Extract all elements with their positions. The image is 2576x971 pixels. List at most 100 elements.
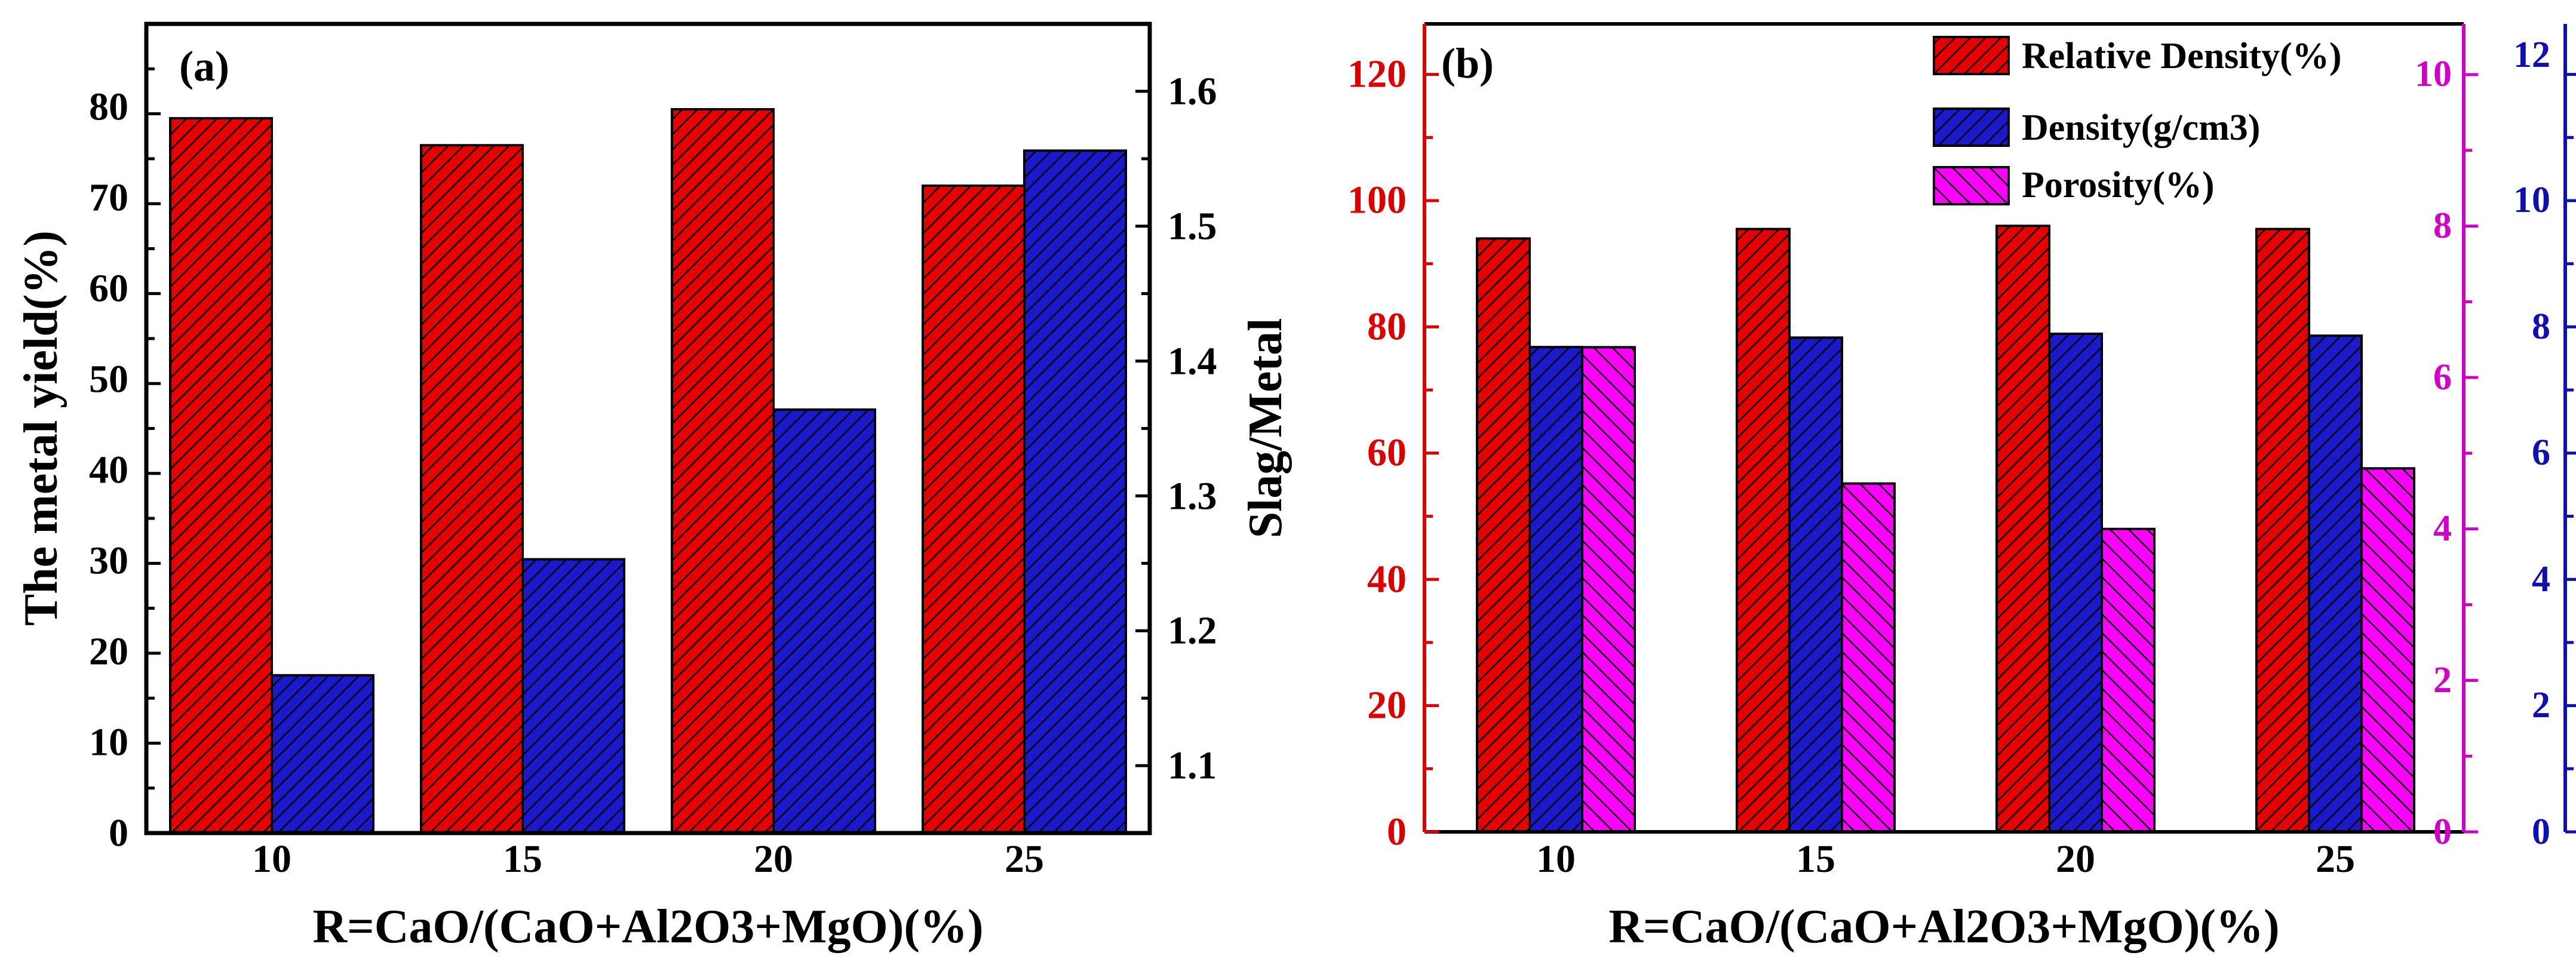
b-blue-tick: 10 xyxy=(2513,180,2550,220)
bar-slag-metal-10-hatch xyxy=(271,674,374,835)
a-left-tick: 40 xyxy=(89,448,128,492)
b-red-tick: 20 xyxy=(1367,684,1407,727)
bar-density-10-hatch xyxy=(1528,346,1583,833)
a-right-tick: 1.1 xyxy=(1168,744,1217,788)
bar-slag-metal-20-hatch xyxy=(772,408,876,834)
a-left-tick: 60 xyxy=(89,267,128,311)
bar-metal-yield-10-hatch xyxy=(169,117,273,834)
a-x-tick: 20 xyxy=(754,837,793,881)
b-magenta-tick: 0 xyxy=(2433,812,2452,852)
legend-swatch-density-hatch xyxy=(1934,109,2009,146)
a-left-tick: 30 xyxy=(89,539,128,583)
bar-porosity-15-hatch xyxy=(1841,482,1896,833)
a-left-tick: 20 xyxy=(89,630,128,674)
a-left-tick: 10 xyxy=(89,721,128,764)
legend-label-density: Density(g/cm3) xyxy=(2022,107,2260,148)
b-blue-tick: 0 xyxy=(2532,812,2550,852)
bar-slag-metal-20 xyxy=(772,408,876,834)
bar-metal-yield-20 xyxy=(671,108,775,834)
panel-b-bars xyxy=(1476,225,2415,833)
a-left-tick: 50 xyxy=(89,358,128,401)
panel-a-right-axis: 1.1 1.2 1.3 1.4 1.5 1.6 xyxy=(1168,70,1217,788)
a-right-tick: 1.3 xyxy=(1168,475,1217,518)
b-red-tick: 120 xyxy=(1347,53,1407,96)
b-magenta-tick: 10 xyxy=(2415,54,2452,94)
bar-relative-density-15-hatch xyxy=(1736,228,1791,833)
panel-b-x-label: R=CaO/(CaO+Al2O3+MgO)(%) xyxy=(1608,901,2279,953)
bar-metal-yield-20-hatch xyxy=(671,108,775,834)
b-x-tick: 15 xyxy=(1796,837,1835,881)
b-x-tick: 20 xyxy=(2056,837,2095,881)
b-x-tick: 10 xyxy=(1536,837,1576,881)
a-right-tick: 1.5 xyxy=(1168,205,1217,248)
a-x-tick: 25 xyxy=(1005,837,1044,881)
b-red-tick: 40 xyxy=(1367,558,1407,601)
bar-slag-metal-25 xyxy=(1023,149,1127,835)
panel-b-magenta-axis: 0 2 4 6 8 10 xyxy=(2415,54,2452,852)
panel-a-bars xyxy=(169,108,1127,835)
panel-a-x-axis: 10 15 20 25 xyxy=(252,837,1044,881)
bar-porosity-10-hatch xyxy=(1581,346,1636,833)
a-x-tick: 10 xyxy=(252,837,291,881)
b-red-tick: 80 xyxy=(1367,305,1407,349)
bar-relative-density-10-hatch xyxy=(1476,237,1531,833)
panel-b-x-axis: 10 15 20 25 xyxy=(1536,837,2355,881)
bar-metal-yield-15-hatch xyxy=(420,144,524,834)
bar-relative-density-25 xyxy=(2255,228,2310,833)
bar-slag-metal-15 xyxy=(521,558,625,835)
b-red-tick: 100 xyxy=(1347,179,1407,222)
b-red-tick: 0 xyxy=(1387,810,1407,854)
panel-a-y-left-label: The metal yield(%) xyxy=(15,231,67,626)
legend-swatch-porosity-hatch xyxy=(1934,167,2009,204)
bar-metal-yield-25-hatch xyxy=(922,185,1026,834)
panel-b-red-axis: 0 20 40 60 80 100 120 xyxy=(1347,53,1407,854)
bar-metal-yield-25 xyxy=(922,185,1026,834)
bar-porosity-15 xyxy=(1841,482,1896,833)
panel-b-legend: Relative Density(%) Density(g/cm3) Poros… xyxy=(1933,36,2341,205)
b-x-tick: 25 xyxy=(2316,837,2355,881)
bar-relative-density-20 xyxy=(1995,225,2050,833)
b-blue-tick: 8 xyxy=(2532,306,2550,347)
bar-porosity-25-hatch xyxy=(2360,467,2415,833)
b-blue-tick: 12 xyxy=(2513,35,2550,75)
panel-a-label: (a) xyxy=(179,42,229,90)
bar-density-25 xyxy=(2308,334,2363,833)
bar-porosity-25 xyxy=(2360,467,2415,833)
panel-a-x-label: R=CaO/(CaO+Al2O3+MgO)(%) xyxy=(312,901,983,953)
panel-b-blue-axis: 0 2 4 6 8 10 12 xyxy=(2513,35,2550,852)
bar-metal-yield-10 xyxy=(169,117,273,834)
bar-relative-density-15 xyxy=(1736,228,1791,833)
bar-density-20-hatch xyxy=(2048,333,2103,833)
a-right-tick: 1.2 xyxy=(1168,609,1217,653)
panel-b-label: (b) xyxy=(1441,39,1494,87)
a-left-tick: 80 xyxy=(89,85,128,129)
legend-label-porosity: Porosity(%) xyxy=(2022,165,2215,205)
bar-slag-metal-25-hatch xyxy=(1023,149,1127,835)
legend-swatch-relative-density-hatch xyxy=(1934,37,2009,74)
a-tick-marks xyxy=(146,22,1150,835)
bar-slag-metal-10 xyxy=(271,674,374,835)
bar-porosity-20-hatch xyxy=(2101,527,2156,833)
b-magenta-tick: 2 xyxy=(2433,660,2452,700)
panel-b-tick-marks xyxy=(1424,73,2576,834)
bar-density-15 xyxy=(1788,336,1843,833)
b-blue-tick: 4 xyxy=(2532,559,2550,600)
b-blue-tick: 6 xyxy=(2532,432,2550,473)
a-left-tick: 0 xyxy=(109,812,128,855)
bar-relative-density-20-hatch xyxy=(1995,225,2050,833)
b-magenta-tick: 4 xyxy=(2433,508,2452,549)
b-magenta-tick: 8 xyxy=(2433,205,2452,246)
panel-a: (a) 0 10 20 30 40 50 60 70 80 1.1 1.2 1.… xyxy=(15,21,1292,953)
a-left-tick: 70 xyxy=(89,176,128,220)
bar-slag-metal-15-hatch xyxy=(521,558,625,835)
panel-b: (b) 0 20 40 60 80 100 120 0 2 4 6 8 10 0 xyxy=(1347,22,2576,953)
bar-relative-density-10 xyxy=(1476,237,1531,833)
b-magenta-tick: 6 xyxy=(2433,357,2452,398)
legend-label-relative-density: Relative Density(%) xyxy=(2022,36,2341,76)
a-right-tick: 1.4 xyxy=(1168,340,1217,383)
b-red-tick: 60 xyxy=(1367,431,1407,475)
bar-porosity-10 xyxy=(1581,346,1636,833)
bar-metal-yield-15 xyxy=(420,144,524,834)
bar-density-15-hatch xyxy=(1788,336,1843,833)
b-blue-tick: 2 xyxy=(2532,685,2550,726)
